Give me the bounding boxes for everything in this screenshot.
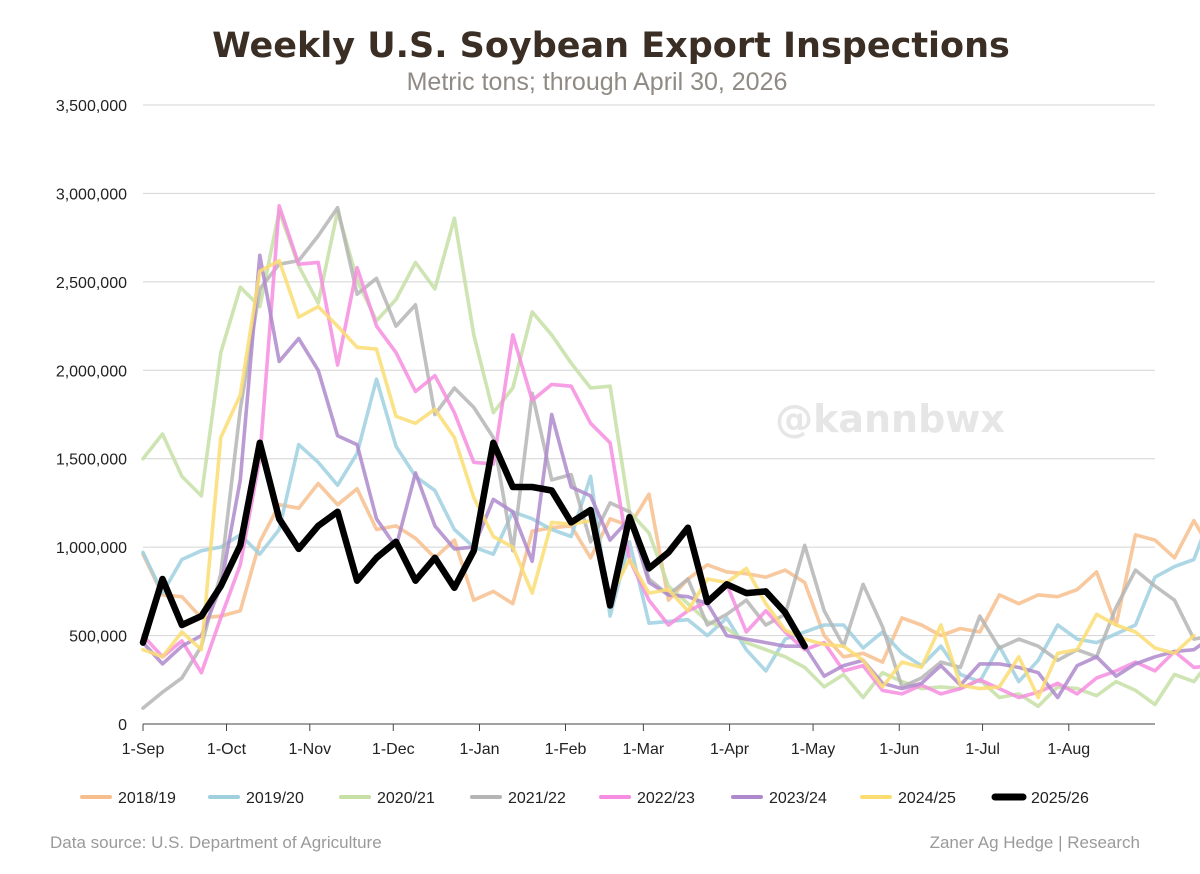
y-tick-label: 2,000,000 [56,363,127,380]
legend-item: 2020/21 [339,790,435,807]
legend-label: 2021/22 [508,790,566,807]
series-line-2019-20 [141,377,1200,684]
y-tick-label: 1,000,000 [56,540,127,557]
legend-item: 2021/22 [470,790,566,807]
data-source-note: Data source: U.S. Department of Agricult… [50,833,382,852]
x-tick-label: 1-Jan [459,741,499,758]
y-tick-label: 2,500,000 [56,275,127,292]
x-tick-label: 1-Dec [372,741,415,758]
legend-label: 2022/23 [637,790,695,807]
x-tick-label: 1-Sep [122,741,165,758]
chart-subtitle: Metric tons; through April 30, 2026 [407,68,788,96]
gridlines [143,104,1155,637]
chart-title: Weekly U.S. Soybean Export Inspections [212,26,1010,66]
y-tick-label: 500,000 [69,629,127,646]
legend-item: 2023/24 [731,790,827,807]
legend-label: 2020/21 [377,790,435,807]
series-line-2021-22 [141,205,1200,710]
x-tick-label: 1-Oct [207,741,247,758]
x-axis-ticks: 1-Sep 1-Oct 1-Nov 1-Dec 1-Jan 1-Feb 1-Mar 1-Apr… [122,724,1090,758]
legend-item: 2025/26 [991,790,1089,807]
watermark: @kannbwx [775,397,1005,441]
legend-item: 2019/20 [208,790,304,807]
legend-label: 2018/19 [118,790,176,807]
series-line-2022-23 [141,204,1200,700]
x-tick-label: 1-Jun [879,741,919,758]
legend-label: 2019/20 [246,790,304,807]
legend-item: 2022/23 [599,790,695,807]
legend-item: 2018/19 [80,790,176,807]
x-tick-label: 1-Aug [1047,741,1090,758]
x-tick-label: 1-Mar [622,741,664,758]
research-credit: Zaner Ag Hedge | Research [930,833,1140,852]
y-tick-label: 3,500,000 [56,98,127,115]
y-tick-label: 0 [118,717,127,734]
x-tick-label: 1-May [791,741,835,758]
series-lines [139,204,1200,710]
x-tick-label: 1-Nov [288,741,331,758]
legend-label: 2025/26 [1031,790,1089,807]
series-line-2025-26 [139,439,808,650]
x-tick-label: 1-Feb [545,741,587,758]
series-line-2024-25 [141,258,1196,700]
legend: 2018/19 2019/20 2020/21 2021/22 2022/23 2023/… [80,790,1089,807]
x-tick-label: 1-Apr [710,741,750,758]
x-tick-label: 1-Jul [965,741,1000,758]
series-line-2023-24 [141,253,1200,700]
y-axis-ticks: 0 500,000 1,000,000 1,500,000 2,000,000 2,500… [56,98,127,734]
y-tick-label: 1,500,000 [56,452,127,469]
legend-item: 2024/25 [860,790,956,807]
legend-label: 2024/25 [898,790,956,807]
y-tick-label: 3,000,000 [56,186,127,203]
legend-label: 2023/24 [769,790,827,807]
